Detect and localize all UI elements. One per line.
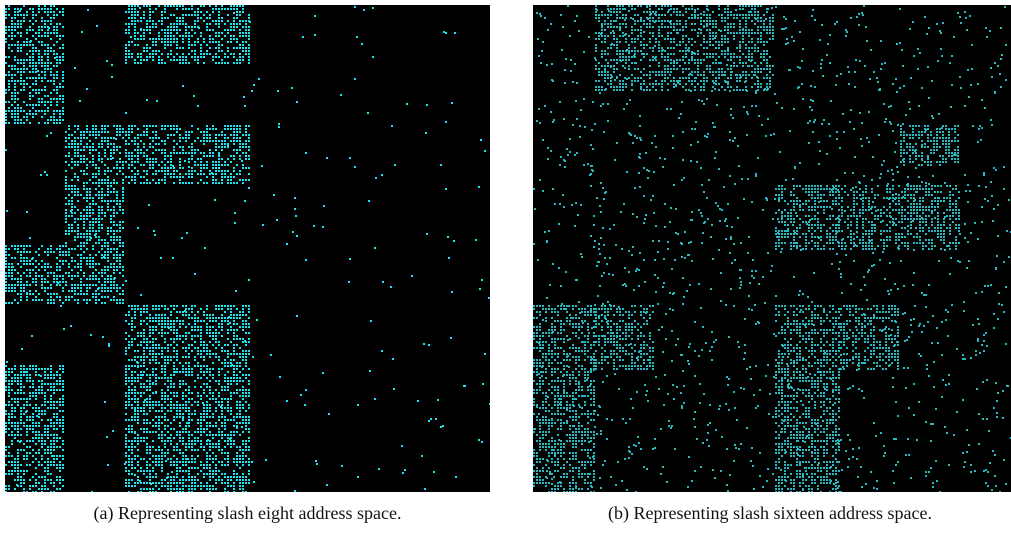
address-dots: [5, 5, 490, 492]
caption: (a) Representing slash eight address spa…: [93, 503, 402, 523]
address-map-a: [5, 5, 490, 492]
panel-background: [5, 5, 490, 492]
address-map-b: [533, 5, 1011, 492]
caption: (b) Representing slash sixteen address s…: [608, 503, 932, 523]
